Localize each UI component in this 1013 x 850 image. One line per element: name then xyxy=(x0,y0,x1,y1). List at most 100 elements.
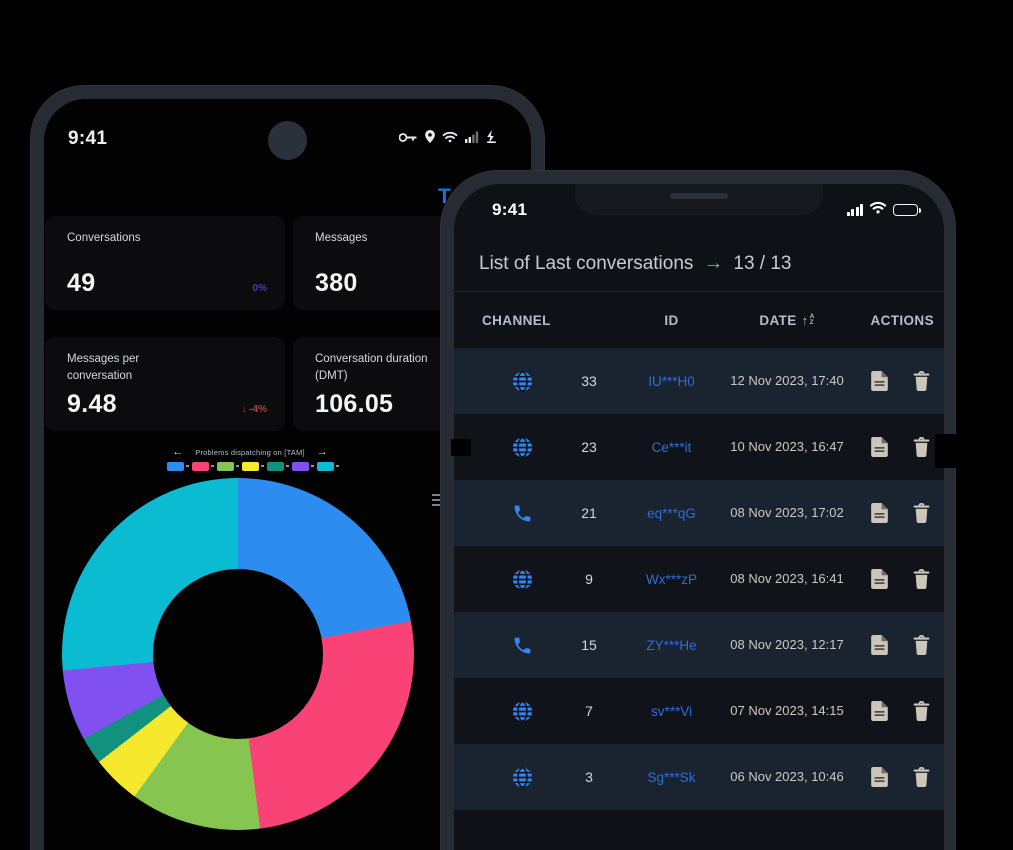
right-status-icons xyxy=(846,201,921,219)
globe-channel-icon xyxy=(511,766,534,789)
conversation-id-link[interactable]: Sg***Sk xyxy=(647,769,696,785)
column-header-id: ID xyxy=(664,312,679,328)
stat-delta: 0% xyxy=(252,283,267,294)
message-count: 7 xyxy=(585,703,593,719)
view-transcript-button[interactable] xyxy=(870,503,888,523)
view-transcript-button[interactable] xyxy=(870,371,888,391)
delete-conversation-button[interactable] xyxy=(913,767,930,787)
table-row[interactable]: 33 IU***H0 12 Nov 2023, 17:40 xyxy=(454,348,944,414)
stat-label: Conversations xyxy=(67,232,141,244)
chart-carousel-title: ← Problems dispatching on [TAM] → xyxy=(44,446,456,458)
column-header-actions: ACTIONS xyxy=(870,312,934,328)
notch xyxy=(575,184,823,215)
message-count: 23 xyxy=(581,439,597,455)
view-transcript-button[interactable] xyxy=(870,569,888,589)
left-status-bar: 9:41 xyxy=(68,121,497,157)
legend-swatch[interactable] xyxy=(266,462,289,471)
message-count: 9 xyxy=(585,571,593,587)
camera-punch-hole xyxy=(268,121,307,160)
legend-swatch[interactable] xyxy=(291,462,314,471)
divider xyxy=(454,291,944,292)
table-body: 33 IU***H0 12 Nov 2023, 17:40 23 Ce***it… xyxy=(454,348,944,810)
key-icon xyxy=(398,130,418,148)
conversation-id-link[interactable]: ZY***He xyxy=(646,637,697,653)
message-count: 33 xyxy=(581,373,597,389)
table-row[interactable]: 15 ZY***He 08 Nov 2023, 12:17 xyxy=(454,612,944,678)
table-row[interactable]: 3 Sg***Sk 06 Nov 2023, 10:46 xyxy=(454,744,944,810)
page-title: List of Last conversations → 13 / 13 xyxy=(479,252,928,275)
arrow-right-icon: → xyxy=(703,252,724,274)
delete-conversation-button[interactable] xyxy=(913,371,930,391)
clock: 9:41 xyxy=(492,200,528,219)
side-button-right xyxy=(935,434,957,468)
stat-card: Messages per conversation 9.48 ↓ -4% xyxy=(45,337,285,431)
chart-title-label: Problems dispatching on [TAM] xyxy=(195,447,305,457)
conversation-id-link[interactable]: IU***H0 xyxy=(648,373,695,389)
legend-swatch[interactable] xyxy=(316,462,339,471)
conversation-date: 08 Nov 2023, 17:02 xyxy=(730,504,844,520)
donut-chart[interactable] xyxy=(62,478,414,830)
delete-conversation-button[interactable] xyxy=(913,503,930,523)
battery-icon xyxy=(893,203,921,217)
view-transcript-button[interactable] xyxy=(870,635,888,655)
signal-strength-icon xyxy=(846,204,863,216)
view-transcript-button[interactable] xyxy=(870,437,888,457)
table-row[interactable]: 9 Wx***zP 08 Nov 2023, 16:41 xyxy=(454,546,944,612)
message-count: 15 xyxy=(581,637,597,653)
speaker-slot xyxy=(670,193,728,199)
stat-value: 49 xyxy=(67,269,96,297)
legend-swatch[interactable] xyxy=(166,462,189,471)
delete-conversation-button[interactable] xyxy=(913,569,930,589)
conversation-date: 06 Nov 2023, 10:46 xyxy=(730,768,844,784)
location-pin-icon xyxy=(425,130,435,148)
legend-swatch[interactable] xyxy=(216,462,239,471)
conversation-id-link[interactable]: Wx***zP xyxy=(645,571,697,587)
legend-swatch[interactable] xyxy=(191,462,214,471)
globe-channel-icon xyxy=(511,700,534,723)
table-row[interactable]: 7 sv***Vi 07 Nov 2023, 14:15 xyxy=(454,678,944,744)
chart-prev-arrow-icon[interactable]: ← xyxy=(172,446,184,458)
conversation-id-link[interactable]: Ce***it xyxy=(651,439,692,455)
wifi-icon xyxy=(442,130,458,148)
stat-card: Conversations 49 0% xyxy=(45,216,285,310)
conversation-id-link[interactable]: sv***Vi xyxy=(650,703,693,719)
globe-channel-icon xyxy=(511,568,534,591)
conversation-id-link[interactable]: eq***qG xyxy=(647,505,696,521)
chart-legend xyxy=(44,462,456,471)
conversation-date: 08 Nov 2023, 16:41 xyxy=(730,570,844,586)
left-status-icons xyxy=(398,130,497,148)
delete-conversation-button[interactable] xyxy=(913,701,930,721)
legend-swatch[interactable] xyxy=(241,462,264,471)
globe-channel-icon xyxy=(511,370,534,393)
right-phone-screen: 9:41 List of Last conversations → 13 / xyxy=(454,184,944,850)
stat-label: Messages xyxy=(315,232,368,244)
view-transcript-button[interactable] xyxy=(870,767,888,787)
signal-strength-icon xyxy=(465,130,479,148)
conversation-date: 08 Nov 2023, 12:17 xyxy=(730,636,844,652)
stat-value: 380 xyxy=(315,269,358,297)
column-header-channel: CHANNEL xyxy=(482,312,551,328)
menu-icon[interactable] xyxy=(432,494,441,506)
stat-label: Messages per conversation xyxy=(67,353,140,382)
message-count: 21 xyxy=(581,505,597,521)
right-status-bar: 9:41 xyxy=(492,197,921,223)
chart-next-arrow-icon[interactable]: → xyxy=(316,446,328,458)
conversation-count: 13 / 13 xyxy=(733,252,792,274)
table-row[interactable]: 21 eq***qG 08 Nov 2023, 17:02 xyxy=(454,480,944,546)
donut-hole xyxy=(153,569,323,739)
phone-channel-icon xyxy=(512,635,533,656)
side-button-left xyxy=(451,439,471,456)
conversation-date: 12 Nov 2023, 17:40 xyxy=(730,372,844,388)
delete-conversation-button[interactable] xyxy=(913,635,930,655)
delete-conversation-button[interactable] xyxy=(913,437,930,457)
view-transcript-button[interactable] xyxy=(870,701,888,721)
stat-label: Conversation duration (DMT) xyxy=(315,353,428,382)
conversation-date: 07 Nov 2023, 14:15 xyxy=(730,702,844,718)
wifi-icon xyxy=(869,201,887,219)
table-row[interactable]: 23 Ce***it 10 Nov 2023, 16:47 xyxy=(454,414,944,480)
message-count: 3 xyxy=(585,769,593,785)
